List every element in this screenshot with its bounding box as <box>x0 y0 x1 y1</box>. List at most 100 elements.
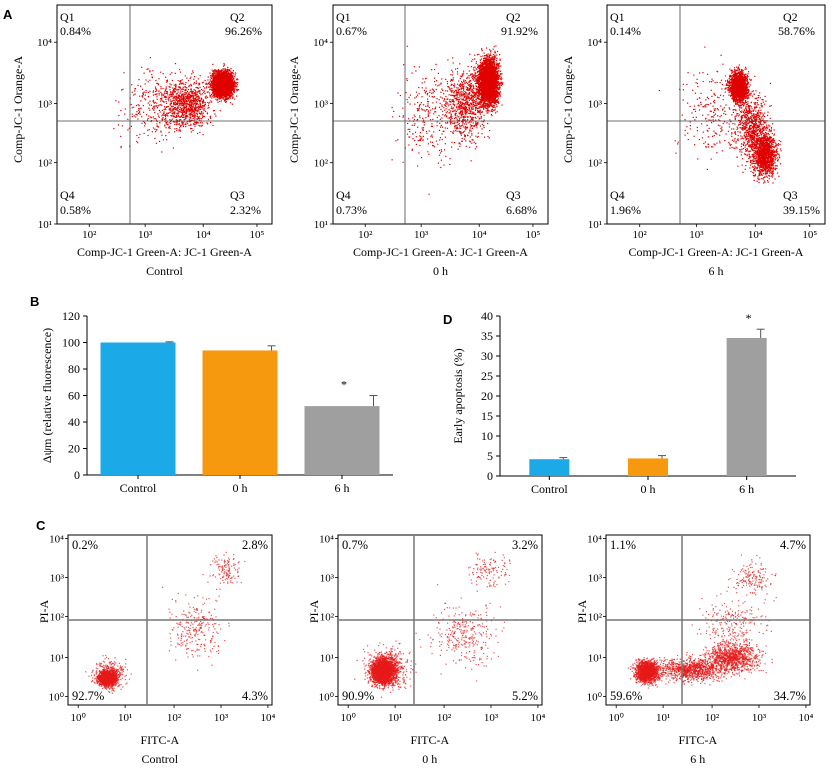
event-dot <box>234 86 236 88</box>
event-dot <box>225 83 227 85</box>
event-dot <box>187 109 189 111</box>
event-dot <box>200 104 202 106</box>
event-dot <box>231 95 233 97</box>
event-dot <box>172 89 174 92</box>
event-dot <box>149 100 151 102</box>
event-dot <box>216 78 218 80</box>
event-dot <box>175 83 177 85</box>
event-dot <box>172 113 174 115</box>
event-dot <box>124 113 126 115</box>
event-dot <box>224 99 226 101</box>
event-dot <box>147 134 149 137</box>
event-dot <box>229 87 231 90</box>
event-dot <box>215 94 217 96</box>
event-dot <box>227 74 229 76</box>
event-dot <box>173 113 175 115</box>
event-dot <box>153 107 155 109</box>
event-dot <box>201 93 204 95</box>
event-dot <box>149 104 151 106</box>
event-dot <box>232 96 234 98</box>
event-dot <box>162 88 164 90</box>
event-dot <box>499 58 501 60</box>
event-dot <box>181 102 183 104</box>
event-dot <box>161 93 163 95</box>
event-dot <box>140 108 142 110</box>
event-dot <box>160 130 162 132</box>
event-dot <box>193 100 195 102</box>
event-dot <box>199 106 201 108</box>
event-dot <box>195 83 197 85</box>
event-dot <box>188 120 190 123</box>
event-dot <box>173 115 175 117</box>
event-dot <box>217 91 219 93</box>
event-dot <box>236 95 238 97</box>
event-dot <box>174 101 176 103</box>
event-dot <box>218 91 220 93</box>
event-dot <box>198 111 200 113</box>
event-dot <box>191 107 193 109</box>
event-dot <box>178 129 180 131</box>
event-dot <box>166 114 168 116</box>
event-dot <box>218 94 220 96</box>
event-dot <box>214 82 217 84</box>
event-dot <box>233 73 235 75</box>
event-dot <box>189 114 192 116</box>
event-dot <box>133 94 135 96</box>
event-dot <box>220 73 223 75</box>
event-dot <box>226 93 228 96</box>
event-dot <box>196 94 198 96</box>
event-dot <box>216 72 218 74</box>
event-dot <box>209 79 211 81</box>
event-dot <box>225 70 227 73</box>
event-dot <box>211 69 213 71</box>
event-dot <box>180 80 182 82</box>
event-dot <box>176 127 178 130</box>
event-dot <box>225 71 227 73</box>
event-dot <box>196 114 198 116</box>
event-dot <box>228 75 231 78</box>
event-dot <box>225 94 227 96</box>
event-dot <box>181 98 183 100</box>
event-dot <box>164 90 167 92</box>
event-dot <box>212 95 214 97</box>
quadrant-name-q1: Q1 <box>60 10 75 24</box>
event-dot <box>190 131 192 133</box>
event-dot <box>211 87 213 89</box>
event-dot <box>200 97 203 99</box>
event-dot <box>172 93 174 95</box>
event-dot <box>230 94 232 96</box>
event-dot <box>219 89 221 91</box>
event-dot <box>214 72 216 74</box>
event-dot <box>161 109 163 111</box>
event-dot <box>190 113 192 115</box>
event-dot <box>236 78 238 80</box>
event-dot <box>210 121 212 124</box>
event-dot <box>164 116 167 118</box>
event-dot <box>151 73 153 76</box>
quadrant-value-q4: 0.58% <box>60 203 91 217</box>
event-dot <box>228 98 230 100</box>
event-dot <box>223 83 225 85</box>
event-dot <box>166 92 169 94</box>
event-dot <box>209 72 211 74</box>
event-dot <box>214 69 216 71</box>
event-dot <box>210 100 212 102</box>
event-dot <box>166 81 168 83</box>
event-dot <box>234 98 236 100</box>
event-dot <box>217 70 219 72</box>
event-dot <box>222 90 224 92</box>
event-dot <box>198 99 200 101</box>
event-dot <box>181 116 183 118</box>
event-dot <box>142 105 144 107</box>
event-dot <box>233 90 235 92</box>
event-dot <box>226 85 229 87</box>
event-dot <box>193 109 195 111</box>
event-dot <box>148 107 150 109</box>
event-dot <box>212 75 214 77</box>
event-dot <box>121 89 123 91</box>
event-dot <box>211 80 213 83</box>
event-dot <box>172 115 174 117</box>
y-tick-label: 10⁴ <box>37 37 52 49</box>
event-dot <box>165 98 167 100</box>
event-dot <box>190 96 192 98</box>
